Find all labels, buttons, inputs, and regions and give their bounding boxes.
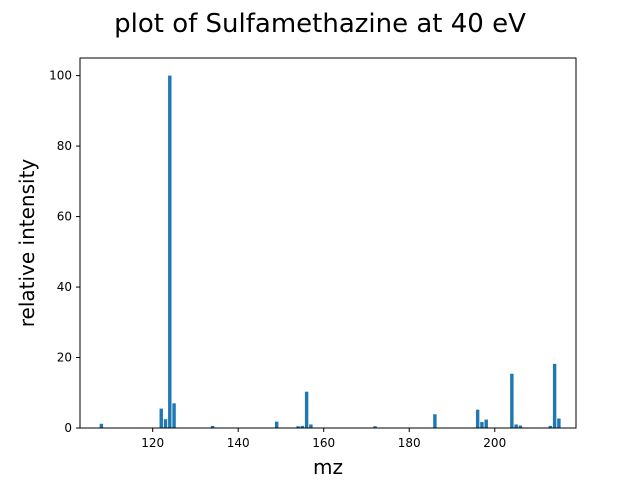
x-tick-label: 140 <box>227 436 250 450</box>
bar-mz-134 <box>210 425 215 428</box>
bar-mz-155 <box>300 425 305 428</box>
y-tick-label: 60 <box>57 210 72 224</box>
y-tick-label: 40 <box>57 280 72 294</box>
bar-mz-214 <box>552 363 557 428</box>
x-tick-label: 160 <box>312 436 335 450</box>
bar-mz-154 <box>296 426 300 428</box>
x-tick-label: 180 <box>398 436 421 450</box>
y-tick-label: 80 <box>57 139 72 153</box>
bar-mz-196 <box>475 409 480 428</box>
bar-mz-124 <box>168 75 172 428</box>
bar-mz-204 <box>510 373 514 428</box>
x-tick-label: 200 <box>483 436 506 450</box>
y-ticks: 0 20 40 60 80 100 <box>49 69 80 435</box>
x-ticks: 120 140 160 180 200 <box>141 428 506 450</box>
bar-mz-206 <box>518 425 523 428</box>
bar-mz-205 <box>514 424 518 428</box>
bars-group <box>99 75 561 428</box>
y-tick-label: 0 <box>64 421 72 435</box>
y-axis-label: relative intensity <box>15 159 39 328</box>
bar-mz-215 <box>557 418 561 428</box>
bar-mz-213 <box>548 425 553 428</box>
y-tick-label: 100 <box>49 69 72 83</box>
bar-mz-122 <box>159 408 163 428</box>
bar-mz-123 <box>163 419 168 428</box>
x-tick-label: 120 <box>141 436 164 450</box>
bar-mz-172 <box>373 426 377 428</box>
bar-mz-157 <box>309 424 313 428</box>
bar-mz-197 <box>480 422 484 428</box>
bar-mz-149 <box>274 421 279 428</box>
x-axis-label: mz <box>313 455 343 479</box>
chart-title: plot of Sulfamethazine at 40 eV <box>114 9 526 39</box>
plot-frame <box>79 57 577 429</box>
y-tick-label: 20 <box>57 351 72 365</box>
bar-mz-198 <box>484 419 488 428</box>
bar-mz-186 <box>433 414 437 428</box>
bar-mz-108 <box>99 423 104 428</box>
bar-mz-156 <box>304 391 309 428</box>
bar-mz-125 <box>172 403 176 428</box>
